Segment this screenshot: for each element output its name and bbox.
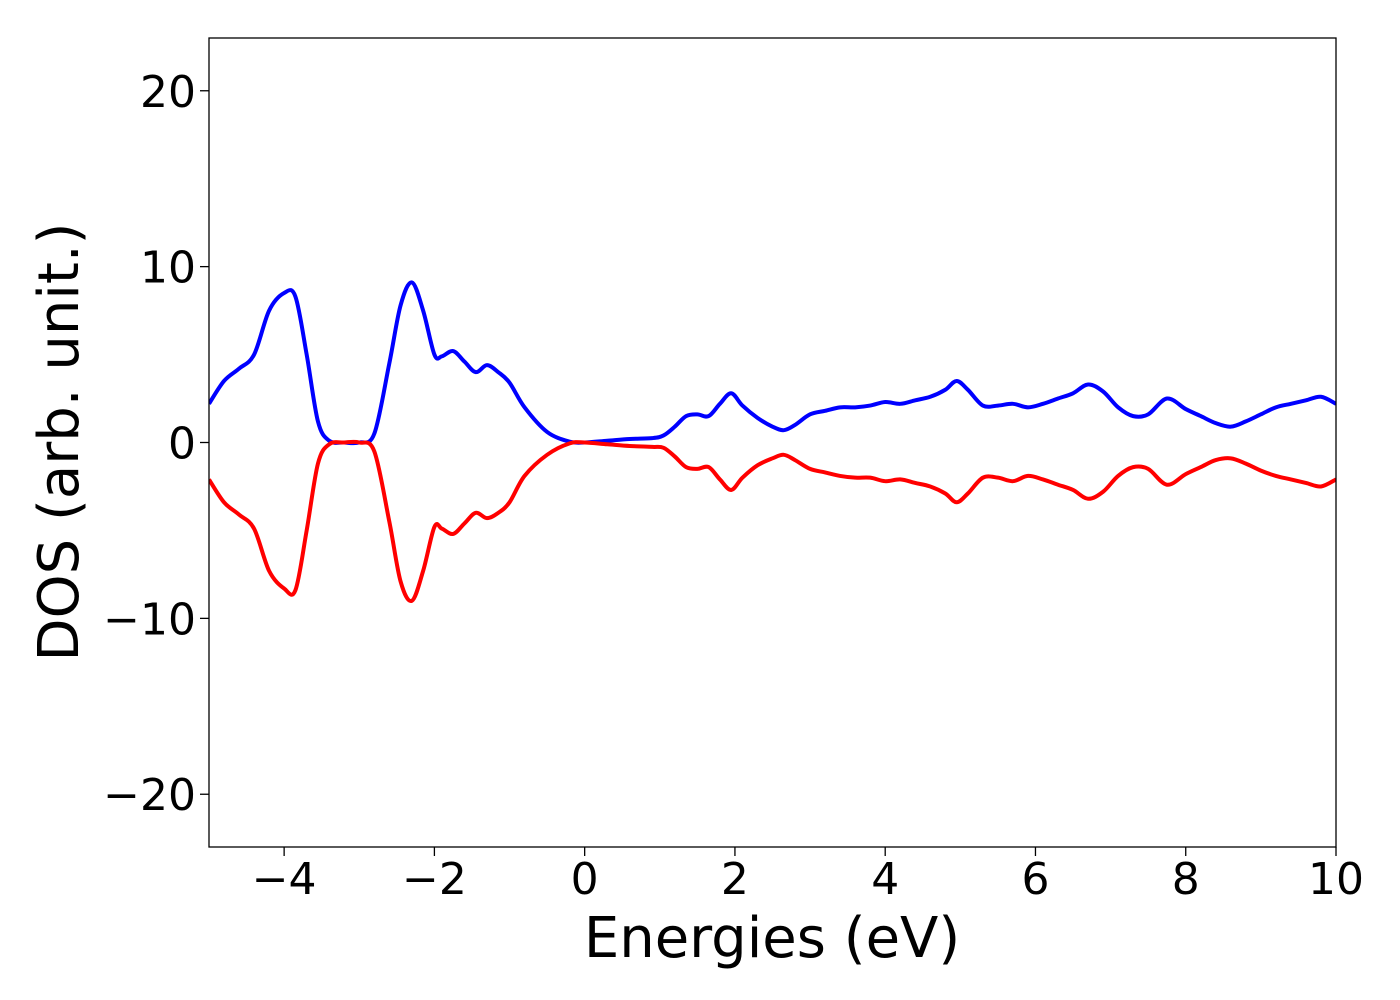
y-tick-label: 0 bbox=[168, 419, 196, 470]
y-axis-ticks: −20 −10 0 10 20 bbox=[103, 67, 209, 821]
x-axis-ticks: −4 −2 0 2 4 6 8 10 bbox=[252, 847, 1364, 905]
x-tick-label: 10 bbox=[1308, 854, 1364, 905]
x-tick-label: 0 bbox=[571, 854, 599, 905]
series-line-1 bbox=[209, 280, 1336, 446]
y-tick-label: 10 bbox=[140, 243, 196, 294]
y-tick-label: −10 bbox=[103, 594, 196, 645]
plot-frame bbox=[208, 37, 1337, 848]
series-layer bbox=[209, 280, 1336, 603]
x-tick-label: −4 bbox=[252, 854, 317, 905]
x-tick-label: 8 bbox=[1172, 854, 1200, 905]
x-axis-label: Energies (eV) bbox=[584, 906, 960, 971]
x-tick-label: −2 bbox=[402, 854, 467, 905]
x-tick-label: 4 bbox=[871, 854, 899, 905]
y-axis-label: DOS (arb. unit.) bbox=[27, 222, 92, 661]
x-tick-label: 2 bbox=[721, 854, 749, 905]
series-line-2 bbox=[209, 439, 1336, 603]
y-tick-label: 20 bbox=[140, 67, 196, 118]
x-tick-label: 6 bbox=[1021, 854, 1049, 905]
y-tick-label: −20 bbox=[103, 770, 196, 821]
